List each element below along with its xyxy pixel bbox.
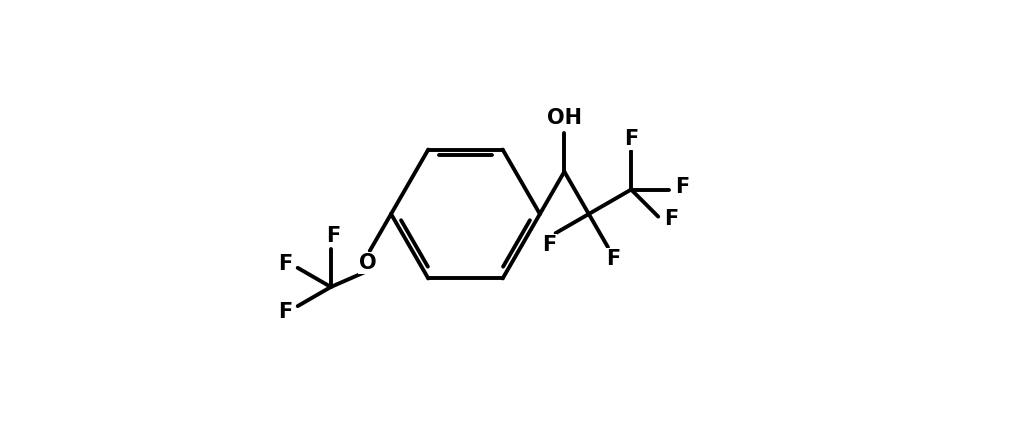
Text: OH: OH — [547, 109, 582, 128]
Text: O: O — [359, 253, 377, 273]
Text: F: F — [326, 226, 340, 246]
Text: F: F — [675, 178, 689, 197]
Text: F: F — [543, 235, 557, 255]
Text: F: F — [663, 209, 678, 229]
Text: F: F — [277, 253, 292, 273]
Text: F: F — [277, 303, 292, 322]
Text: F: F — [606, 249, 620, 269]
Text: F: F — [624, 128, 638, 149]
